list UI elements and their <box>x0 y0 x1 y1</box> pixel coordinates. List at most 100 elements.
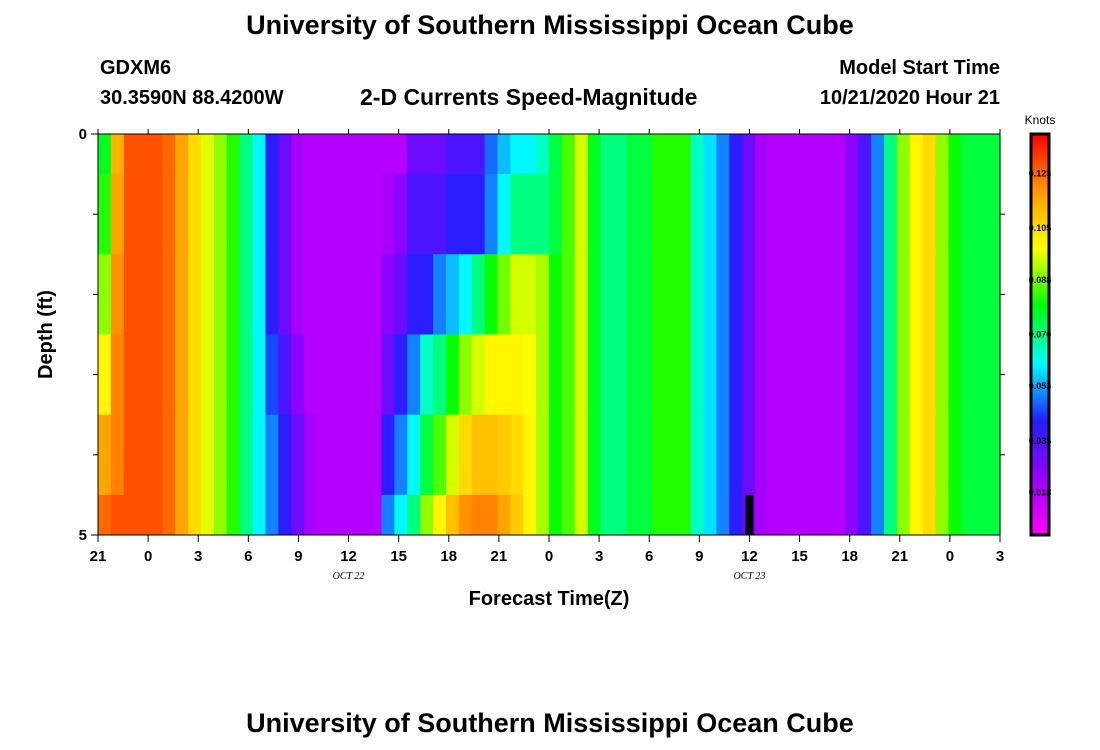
heatmap-cell <box>329 334 344 416</box>
heatmap-cell <box>871 254 885 335</box>
heatmap-cell <box>497 254 511 335</box>
heatmap-cell <box>149 134 164 175</box>
heatmap-cell <box>368 494 383 536</box>
heatmap-cell <box>600 494 615 536</box>
heatmap-cell <box>819 254 834 335</box>
heatmap-cell <box>536 414 550 496</box>
heatmap-cell <box>471 254 486 335</box>
heatmap-cell <box>458 414 473 496</box>
heatmap-cell <box>613 254 627 335</box>
heatmap-cell <box>845 254 859 335</box>
heatmap-cell <box>974 134 988 175</box>
heatmap-cell <box>213 174 228 255</box>
heatmap-cell <box>433 494 447 536</box>
heatmap-cell <box>961 414 975 496</box>
heatmap-cell <box>536 334 550 416</box>
heatmap-cell <box>690 494 705 536</box>
heatmap-cell <box>652 334 666 416</box>
heatmap-cell <box>201 334 215 416</box>
heatmap-cell <box>858 414 872 496</box>
heatmap-cell <box>677 414 692 496</box>
heatmap-cell <box>600 254 615 335</box>
heatmap-cell <box>98 334 112 416</box>
heatmap-cell <box>858 494 872 536</box>
heatmap-cell <box>355 494 370 536</box>
heatmap-cell <box>175 334 189 416</box>
heatmap-cell <box>626 414 640 496</box>
heatmap-cell <box>226 494 241 536</box>
heatmap-cell <box>394 254 408 335</box>
heatmap-cell <box>394 134 408 175</box>
heatmap-cell <box>394 334 408 416</box>
heatmap-cell <box>523 494 537 536</box>
heatmap-cell <box>677 254 692 335</box>
heatmap-cell <box>497 134 511 175</box>
heatmap-cell <box>639 174 653 255</box>
heatmap-cell <box>497 494 511 536</box>
heatmap-cell <box>317 414 331 496</box>
heatmap-cell <box>445 134 460 175</box>
heatmap-cell <box>510 494 524 536</box>
heatmap-cell <box>922 334 937 416</box>
heatmap-cell <box>587 134 602 175</box>
heatmap-cell <box>600 134 615 175</box>
heatmap-cell <box>329 134 344 175</box>
heatmap-cell <box>252 414 267 496</box>
heatmap-cell <box>896 174 911 255</box>
heatmap-cell <box>858 134 872 175</box>
heatmap-cell <box>948 134 962 175</box>
heatmap-cell <box>407 174 421 255</box>
heatmap-cell <box>342 414 357 496</box>
heatmap-cell <box>175 494 189 536</box>
heatmap-cell <box>239 134 254 175</box>
heatmap-cell <box>329 414 344 496</box>
heatmap-cell <box>317 174 331 255</box>
heatmap-cell <box>175 414 189 496</box>
heatmap-cell <box>175 254 189 335</box>
heatmap-cell <box>98 174 112 255</box>
heatmap-cell <box>664 334 679 416</box>
heatmap-cell <box>690 334 705 416</box>
heatmap-cell <box>677 134 692 175</box>
heatmap-cell <box>884 334 898 416</box>
heatmap-cell <box>664 494 679 536</box>
heatmap-cell <box>780 254 795 335</box>
heatmap-cell <box>793 494 808 536</box>
heatmap-cell <box>858 254 872 335</box>
heatmap-cell <box>729 134 743 175</box>
heatmap-cell <box>716 134 730 175</box>
heatmap-cell <box>445 414 460 496</box>
heatmap-cell <box>832 414 846 496</box>
x-tick-label: 9 <box>294 548 302 565</box>
heatmap-cell <box>317 334 331 416</box>
heatmap-cell <box>445 254 460 335</box>
heatmap-cell <box>201 254 215 335</box>
heatmap-cell <box>909 494 924 536</box>
heatmap-cell <box>832 254 846 335</box>
heatmap-cell <box>987 334 1001 416</box>
heatmap-cell <box>98 134 112 175</box>
heatmap-cell <box>587 254 602 335</box>
x-tick-label: 18 <box>841 548 858 565</box>
heatmap-cell <box>768 494 782 536</box>
heatmap-cell <box>329 494 344 536</box>
heatmap-cell <box>549 334 563 416</box>
heatmap-cell <box>922 494 937 536</box>
heatmap-cell <box>342 174 357 255</box>
heatmap-cell <box>793 134 808 175</box>
heatmap-cell <box>806 174 821 255</box>
heatmap-cell <box>304 254 318 335</box>
colorbar-gradient <box>1029 132 1051 537</box>
heatmap-cell <box>523 174 537 255</box>
heatmap-cell <box>626 254 640 335</box>
heatmap-cell <box>278 134 292 175</box>
heatmap-cell <box>523 334 537 416</box>
heatmap-cell <box>948 414 962 496</box>
heatmap-cell <box>226 134 241 175</box>
heatmap-cell <box>368 174 383 255</box>
y-tick-label: 5 <box>79 527 87 544</box>
heatmap-cell <box>574 174 589 255</box>
heatmap-cell <box>574 494 589 536</box>
heatmap-cell <box>755 414 769 496</box>
heatmap-cell <box>549 414 563 496</box>
